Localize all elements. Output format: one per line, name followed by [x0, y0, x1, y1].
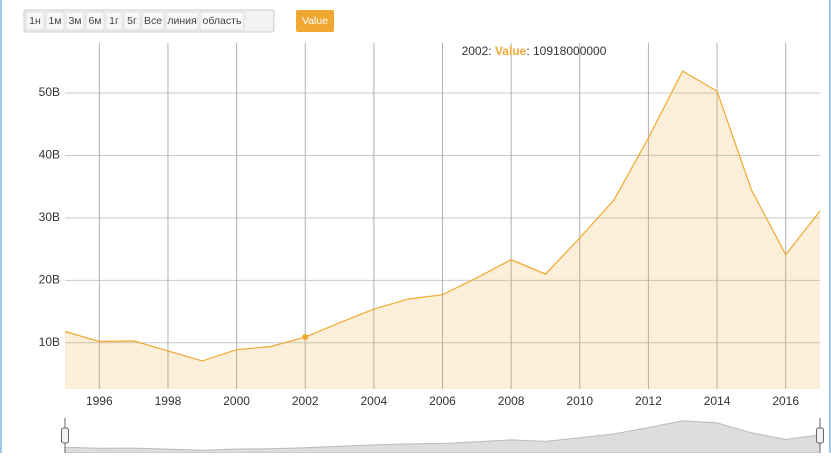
navigator-handle[interactable] — [61, 427, 69, 444]
y-tick-label: 40B — [39, 148, 60, 162]
y-tick-label: 30B — [39, 210, 60, 224]
range-button-label[interactable]: 5г — [127, 15, 137, 27]
tooltip-x: 2002 — [462, 44, 489, 58]
tooltip: 2002: Value: 10918000000 — [462, 44, 607, 58]
x-tick-label: 2002 — [292, 394, 319, 408]
range-button[interactable] — [123, 11, 141, 31]
range-button-label[interactable]: 1г — [109, 15, 119, 27]
x-tick-label: 2016 — [772, 394, 799, 408]
x-tick-label: 2006 — [429, 394, 456, 408]
range-button[interactable] — [165, 11, 199, 31]
x-tick-label: 2010 — [566, 394, 593, 408]
range-button[interactable] — [199, 11, 245, 31]
hover-point — [302, 334, 309, 341]
legend-button[interactable] — [296, 10, 334, 32]
plot: 2002: Value: 10918000000 — [64, 44, 821, 389]
x-tick-label: 2014 — [704, 394, 731, 408]
range-button-label[interactable]: Все — [144, 15, 162, 27]
range-button-label[interactable]: 6м — [88, 15, 101, 27]
navigator-area — [64, 420, 821, 454]
range-button[interactable] — [105, 11, 123, 31]
y-tick-label: 10B — [39, 335, 60, 349]
range-button[interactable] — [45, 11, 65, 31]
range-button[interactable] — [85, 11, 105, 31]
range-button[interactable] — [25, 11, 45, 31]
range-button-label[interactable]: линия — [167, 15, 196, 27]
tooltip-series: Value — [495, 44, 527, 58]
range-buttons: 1н 1м 3м 6м 1г 5г Все линия область Value — [23, 9, 334, 33]
x-tick-label: 1996 — [86, 394, 113, 408]
y-tick-label: 50B — [39, 85, 60, 99]
range-button[interactable] — [141, 11, 165, 31]
line — [64, 70, 821, 362]
x-tick-label: 1998 — [155, 394, 182, 408]
grid: 10B 20B 30B 40B 50B 1996 1998 2000 2002 2004 2006 2… — [39, 43, 820, 408]
x-tick-label: 2012 — [635, 394, 662, 408]
range-button-label[interactable]: 1н — [29, 15, 41, 27]
tooltip-value: 10918000000 — [533, 44, 607, 58]
navigator-handle[interactable] — [816, 427, 824, 444]
x-tick-label: 2000 — [223, 394, 250, 408]
area — [65, 71, 820, 389]
range-button-label[interactable]: область — [203, 15, 242, 27]
y-tick-label: 20B — [39, 273, 60, 287]
legend-label[interactable]: Value — [302, 15, 328, 27]
navigator — [61, 418, 824, 454]
range-button[interactable] — [65, 11, 85, 31]
x-tick-label: 2008 — [498, 394, 525, 408]
range-button-label[interactable]: 3м — [68, 15, 81, 27]
range-button-label[interactable]: 1м — [48, 15, 61, 27]
x-tick-label: 2004 — [361, 394, 388, 408]
